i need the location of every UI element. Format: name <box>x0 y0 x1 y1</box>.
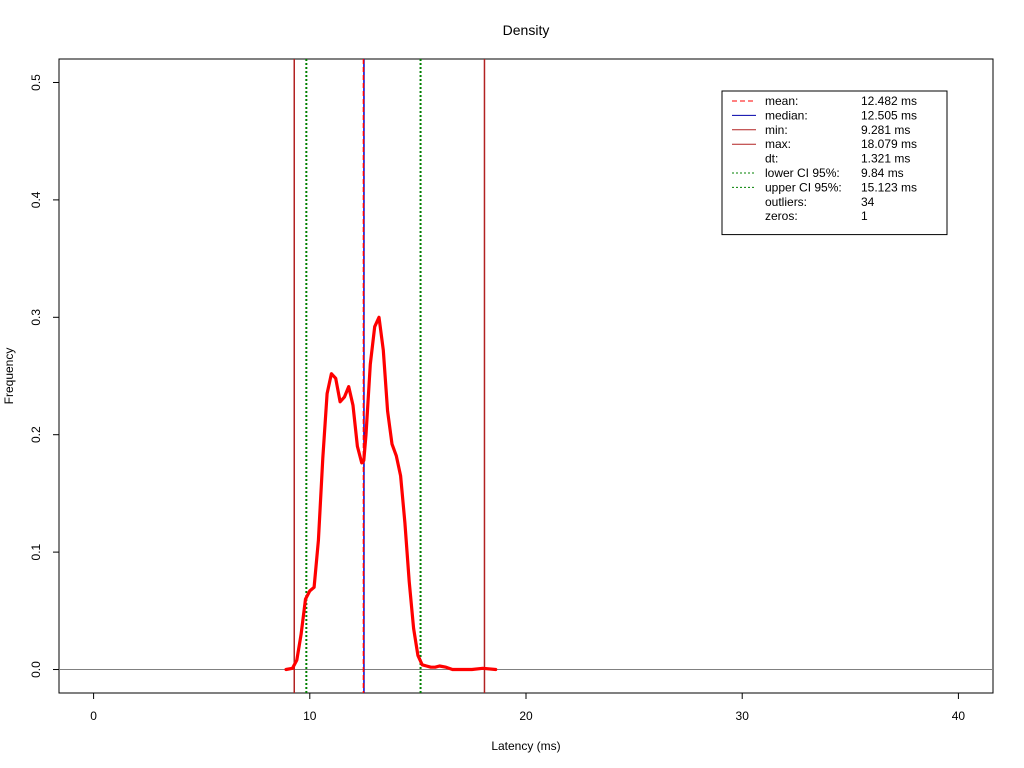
x-tick-label: 10 <box>303 709 317 723</box>
y-axis: 0.0 0.1 0.2 0.3 0.4 0.5 <box>29 74 60 678</box>
legend-value: 1 <box>861 209 868 223</box>
y-tick-label: 0.5 <box>29 74 43 91</box>
y-tick-label: 0.0 <box>29 661 43 678</box>
y-axis-label: Frequency <box>2 348 16 405</box>
x-tick-label: 0 <box>90 709 97 723</box>
y-tick-label: 0.4 <box>29 191 43 208</box>
y-tick-label: 0.1 <box>29 543 43 560</box>
legend-box <box>721 90 948 236</box>
x-tick-label: 20 <box>519 709 533 723</box>
legend-label: median: <box>765 108 808 122</box>
legend-label: zeros: <box>765 209 798 223</box>
x-axis: 0 10 20 30 40 <box>90 692 966 723</box>
legend-label: upper CI 95%: <box>765 180 842 194</box>
legend-label: dt: <box>765 152 778 166</box>
density-curve <box>284 315 498 672</box>
y-tick-label: 0.2 <box>29 426 43 443</box>
chart-title: Density <box>503 22 550 38</box>
x-tick-label: 30 <box>736 709 750 723</box>
legend-value: 12.505 ms <box>861 108 917 122</box>
legend-value: 15.123 ms <box>861 180 917 194</box>
x-axis-label: Latency (ms) <box>491 739 560 753</box>
legend-value: 1.321 ms <box>861 152 910 166</box>
y-tick-label: 0.3 <box>29 309 43 326</box>
legend-value: 12.482 ms <box>861 94 917 108</box>
x-tick-label: 40 <box>952 709 966 723</box>
legend-label: min: <box>765 123 788 137</box>
legend: mean: 12.482 ms median: 12.505 ms min: 9.281 … <box>721 90 948 236</box>
legend-value: 9.281 ms <box>861 123 910 137</box>
plot-area <box>59 59 993 693</box>
legend-label: outliers: <box>765 195 807 209</box>
legend-value: 18.079 ms <box>861 137 917 151</box>
legend-label: lower CI 95%: <box>765 166 840 180</box>
legend-value: 9.84 ms <box>861 166 904 180</box>
legend-label: mean: <box>765 94 798 108</box>
legend-value: 34 <box>861 195 875 209</box>
legend-label: max: <box>765 137 791 151</box>
